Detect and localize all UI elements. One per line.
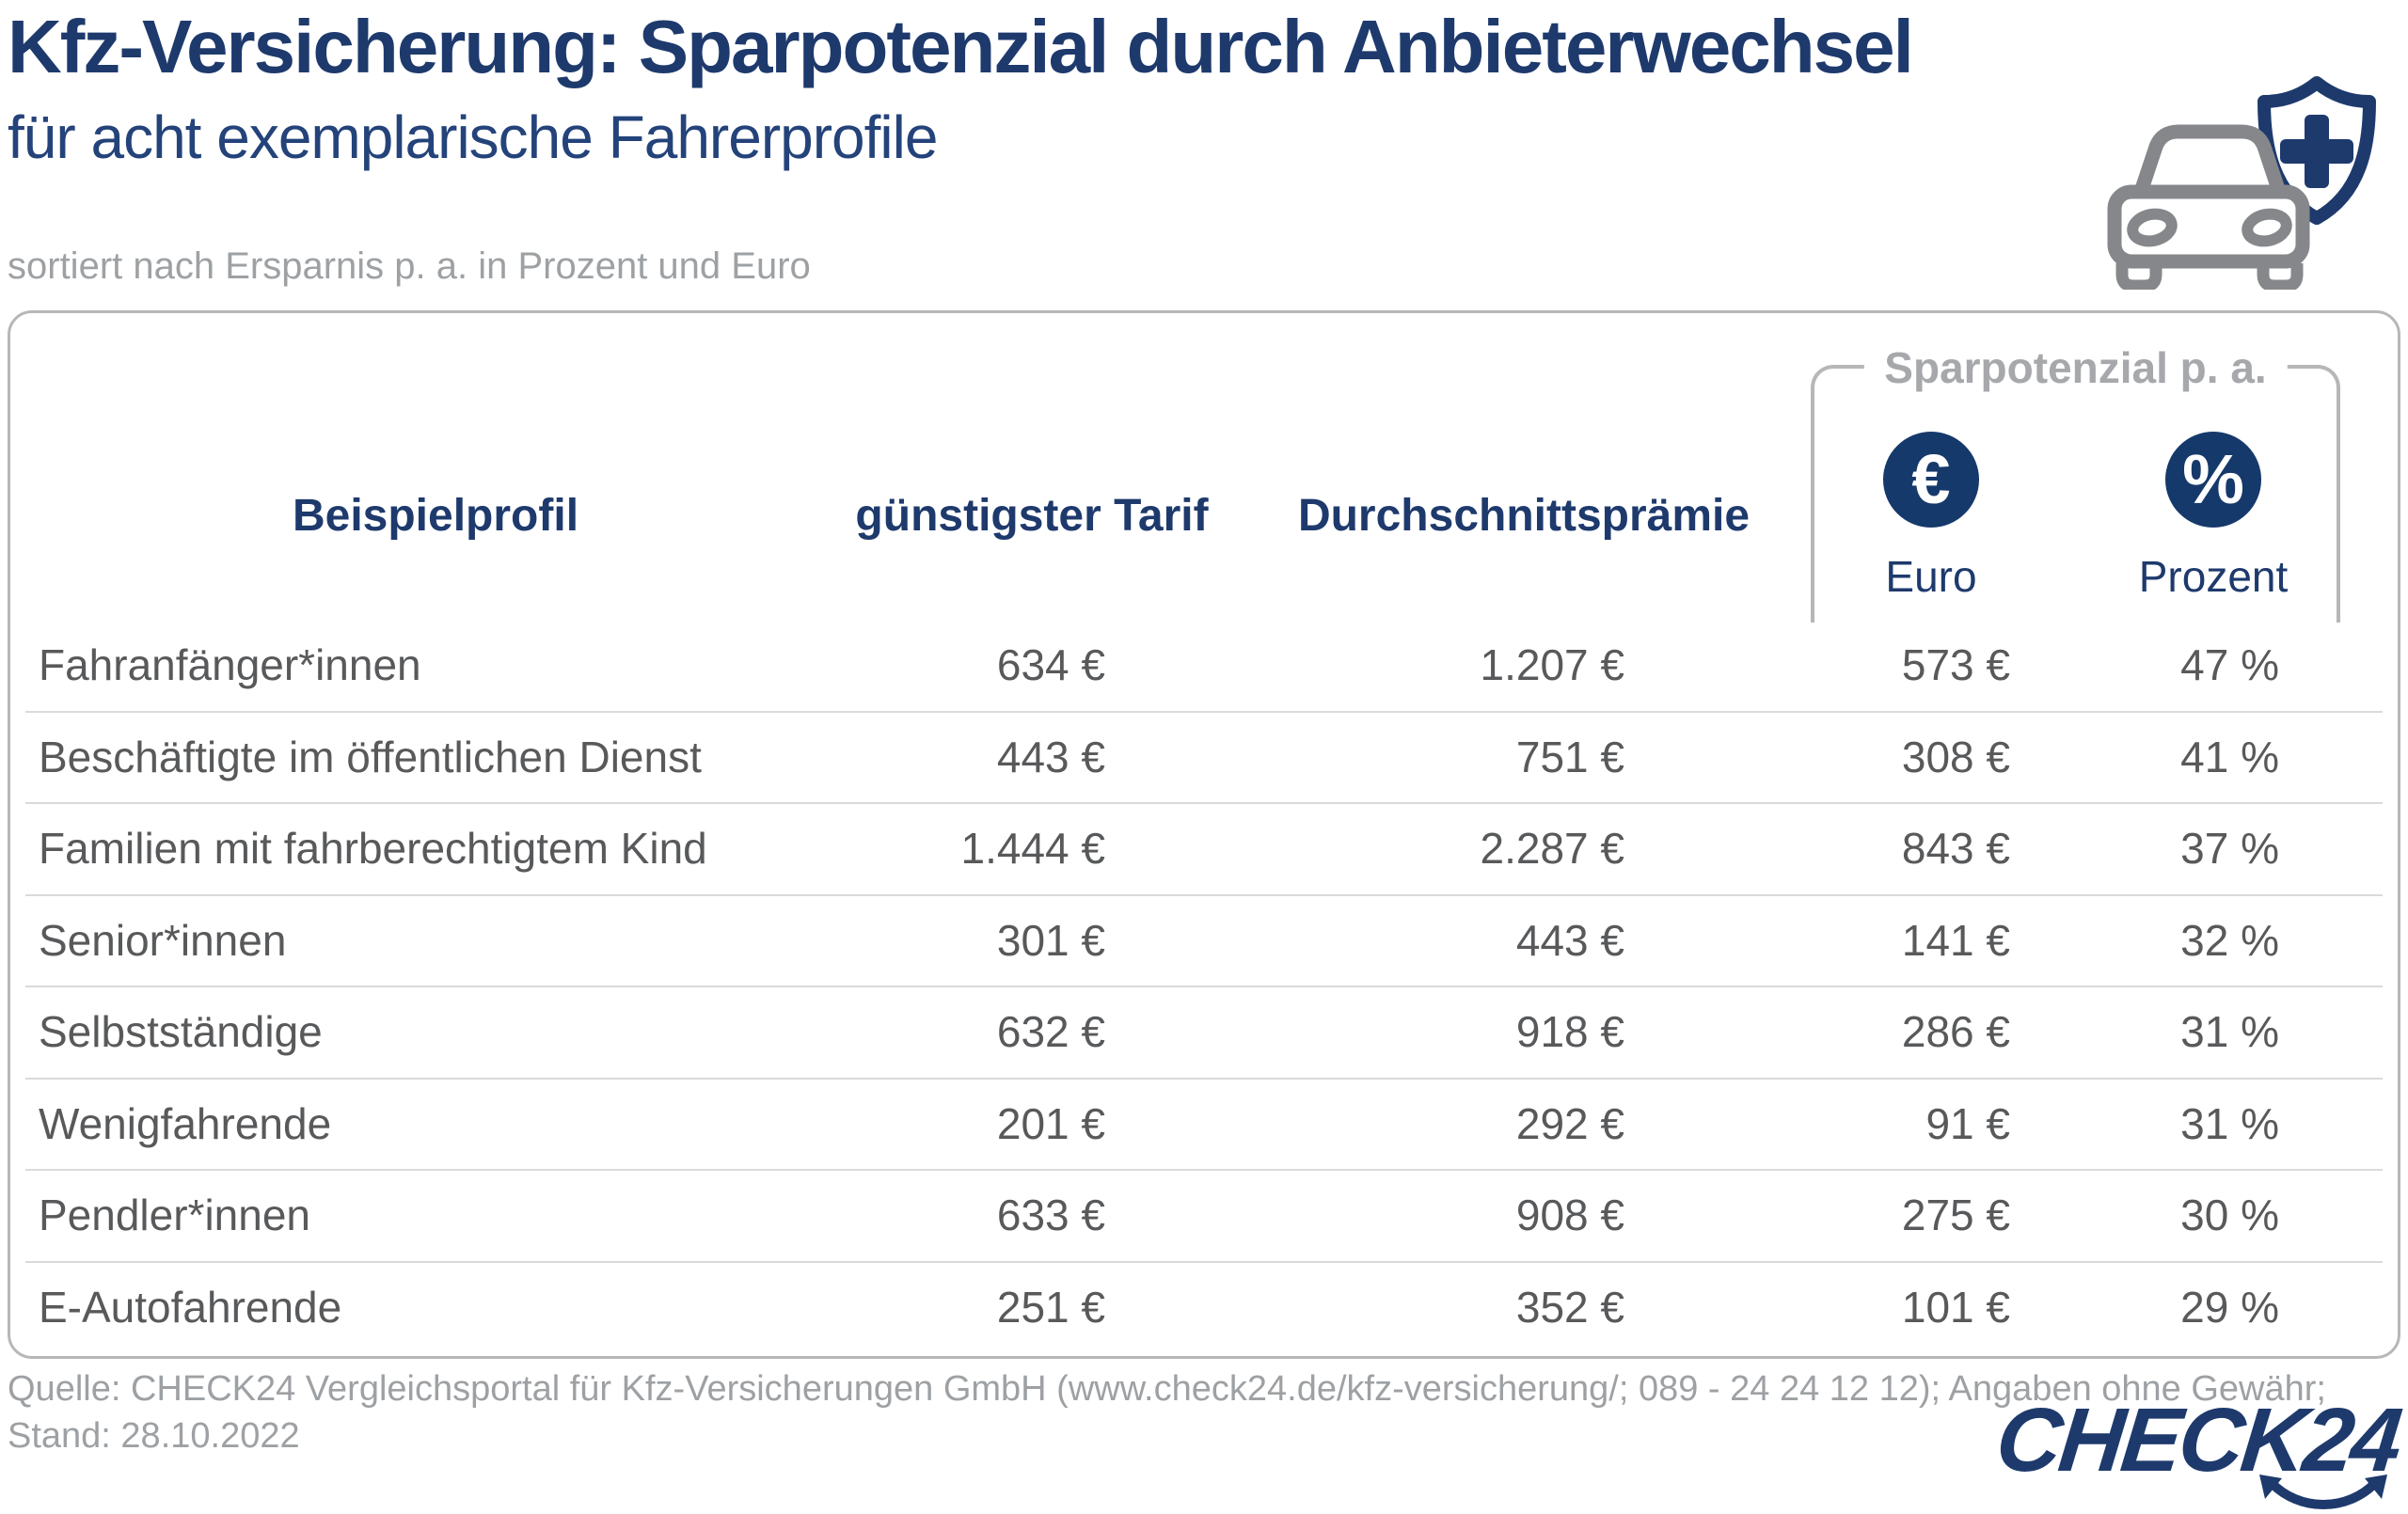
row-savings-percent: 41 %: [2180, 732, 2279, 781]
row-profile: Wenigfahrende: [39, 1098, 332, 1148]
row-average: 918 €: [1515, 1007, 1624, 1056]
row-savings-percent: 37 %: [2180, 824, 2279, 873]
row-average: 1.207 €: [1480, 640, 1624, 689]
row-savings-percent: 31 %: [2180, 1098, 2279, 1148]
page-title: Kfz-Versicherung: Sparpotenzial durch An…: [8, 5, 1914, 88]
row-savings-euro: 101 €: [1901, 1282, 2010, 1332]
table-row: Wenigfahrende 201 € 292 € 91 € 31 %: [10, 1077, 2398, 1171]
row-average: 908 €: [1515, 1191, 1624, 1239]
row-savings-percent: 29 %: [2180, 1282, 2279, 1332]
row-profile: Fahranfänger*innen: [39, 640, 421, 689]
row-savings-percent: 47 %: [2180, 640, 2279, 689]
row-cheapest: 634 €: [996, 640, 1105, 689]
column-header-average: Durchschnittsprämie: [1297, 491, 1751, 541]
car-shield-plus-icon: [2107, 76, 2376, 290]
savings-bracket: Sparpotenzial p. a.: [1811, 340, 2340, 623]
column-header-savings-percent: Prozent: [2138, 552, 2289, 601]
column-header-profile: Beispielprofil: [292, 491, 579, 541]
row-savings-euro: 843 €: [1901, 824, 2010, 873]
row-cheapest: 251 €: [996, 1282, 1105, 1332]
column-header-cheapest: günstigster Tarif: [855, 491, 1209, 541]
row-profile: E-Autofahrende: [39, 1282, 342, 1332]
euro-icon: €: [1883, 432, 1979, 528]
row-cheapest: 201 €: [996, 1098, 1105, 1148]
euro-symbol: €: [1911, 440, 1951, 518]
row-savings-euro: 275 €: [1901, 1191, 2010, 1239]
page-subtitle: für acht exemplarische Fahrerprofile: [8, 103, 938, 171]
sort-note: sortiert nach Ersparnis p. a. in Prozent…: [8, 245, 811, 287]
table-rows: Fahranfänger*innen 634 € 1.207 € 573 € 4…: [10, 620, 2398, 1353]
row-profile: Senior*innen: [39, 915, 287, 965]
row-cheapest: 632 €: [996, 1007, 1105, 1056]
row-savings-euro: 141 €: [1901, 915, 2010, 965]
source-line-2: Stand: 28.10.2022: [8, 1416, 300, 1456]
row-average: 751 €: [1515, 732, 1624, 781]
source-line-1: Quelle: CHECK24 Vergleichsportal für Kfz…: [8, 1369, 2326, 1409]
column-header-savings-euro: Euro: [1885, 552, 1977, 601]
row-savings-euro: 308 €: [1901, 732, 2010, 781]
row-cheapest: 633 €: [996, 1191, 1105, 1239]
table-row: E-Autofahrende 251 € 352 € 101 € 29 %: [10, 1260, 2398, 1354]
row-average: 292 €: [1515, 1098, 1624, 1148]
table-card: Beispielprofil günstigster Tarif Durchsc…: [8, 310, 2400, 1359]
row-average: 2.287 €: [1480, 824, 1624, 873]
row-profile: Selbstständige: [39, 1007, 323, 1056]
table-row: Fahranfänger*innen 634 € 1.207 € 573 € 4…: [10, 620, 2398, 712]
table-row: Pendler*innen 633 € 908 € 275 € 30 %: [10, 1169, 2398, 1262]
row-cheapest: 443 €: [996, 732, 1105, 781]
row-profile: Beschäftigte im öffentlichen Dienst: [39, 732, 702, 781]
row-savings-percent: 31 %: [2180, 1007, 2279, 1056]
row-average: 443 €: [1515, 915, 1624, 965]
table-row: Senior*innen 301 € 443 € 141 € 32 %: [10, 893, 2398, 987]
table-row: Selbstständige 632 € 918 € 286 € 31 %: [10, 986, 2398, 1079]
row-average: 352 €: [1515, 1282, 1624, 1332]
row-profile: Pendler*innen: [39, 1191, 311, 1239]
row-savings-percent: 32 %: [2180, 915, 2279, 965]
table-row: Familien mit fahrberechtigtem Kind 1.444…: [10, 802, 2398, 895]
row-savings-percent: 30 %: [2180, 1191, 2279, 1239]
savings-group-label: Sparpotenzial p. a.: [1863, 340, 2288, 395]
row-cheapest: 301 €: [996, 915, 1105, 965]
row-savings-euro: 286 €: [1901, 1007, 2010, 1056]
row-cheapest: 1.444 €: [960, 824, 1105, 873]
check24-smile-arrow-icon: [2259, 1475, 2387, 1509]
percent-symbol: %: [2182, 440, 2244, 518]
row-savings-euro: 91 €: [1925, 1098, 2010, 1148]
row-savings-euro: 573 €: [1901, 640, 2010, 689]
percent-icon: %: [2165, 432, 2261, 528]
row-profile: Familien mit fahrberechtigtem Kind: [39, 824, 707, 873]
table-row: Beschäftigte im öffentlichen Dienst 443 …: [10, 710, 2398, 804]
